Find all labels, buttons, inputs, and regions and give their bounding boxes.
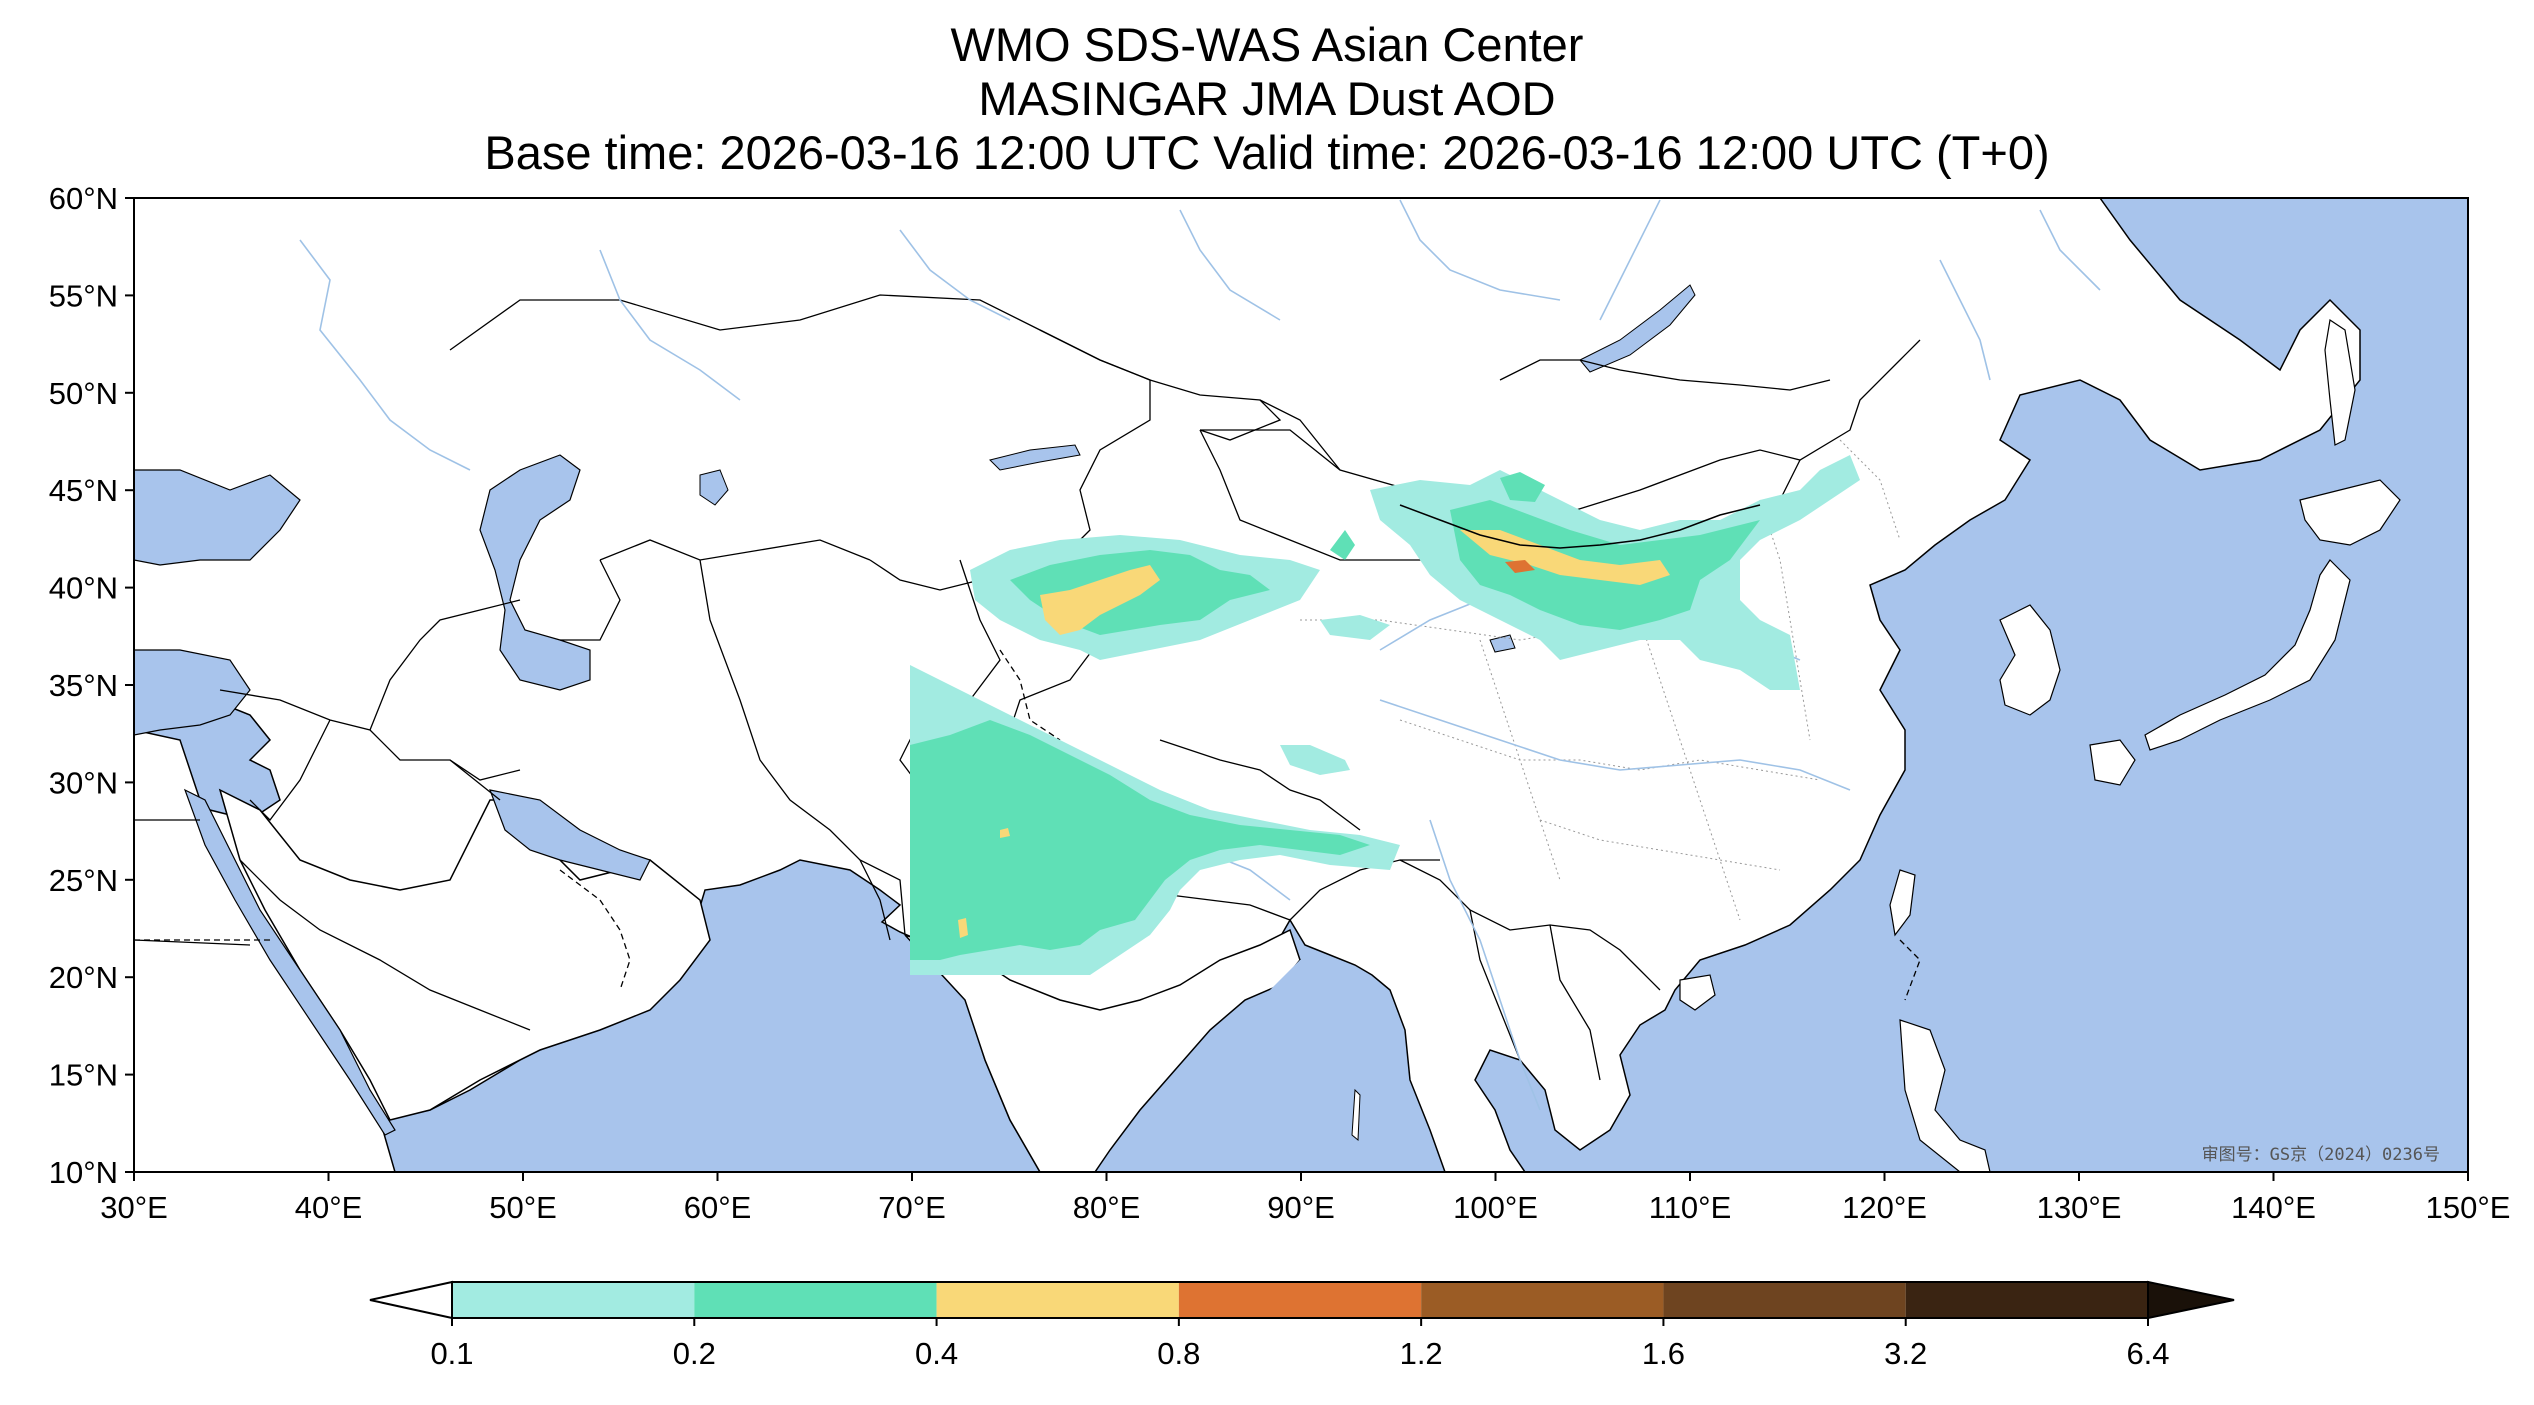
- taiwan-island: [1889, 869, 1916, 937]
- lon-tick-label: 40°E: [295, 1190, 363, 1225]
- colorbar-tick-label: 0.2: [673, 1336, 716, 1371]
- hainan-island: [1679, 974, 1716, 1011]
- chart-title-block: WMO SDS-WAS Asian Center MASINGAR JMA Du…: [0, 18, 2534, 180]
- colorbar-tick-label: 1.2: [1400, 1336, 1443, 1371]
- title-line-3: Base time: 2026-03-16 12:00 UTC Valid ti…: [484, 126, 2050, 179]
- lat-tick-label: 60°N: [49, 181, 118, 216]
- colorbar-tick-label: 3.2: [1884, 1336, 1927, 1371]
- colorbar-segment: [1178, 1282, 1422, 1318]
- longitude-axis: 30°E 40°E 50°E 60°E 70°E 80°E 90°E 100°E 110°E 12…: [100, 1172, 2510, 1225]
- colorbar-segment: [1421, 1282, 1664, 1318]
- colorbar: 0.1 0.2 0.4 0.8 1.2 1.6 3.2 6.4: [369, 1280, 2235, 1371]
- red-sea: [183, 788, 396, 1136]
- lon-tick-label: 100°E: [1453, 1190, 1538, 1225]
- lon-tick-label: 130°E: [2037, 1190, 2122, 1225]
- lon-tick-label: 140°E: [2231, 1190, 2316, 1225]
- colorbar-tick-label: 6.4: [2126, 1336, 2169, 1371]
- lat-tick-label: 25°N: [49, 863, 118, 898]
- map-approval-stamp: 审图号：GS京（2024）0236号: [2202, 1145, 2440, 1165]
- lon-tick-label: 110°E: [1649, 1190, 1732, 1225]
- sri-lanka-andaman: [1351, 1088, 1361, 1142]
- lat-tick-label: 40°N: [49, 571, 118, 606]
- lon-tick-label: 50°E: [489, 1190, 557, 1225]
- japan-kyushu: [2089, 739, 2136, 786]
- colorbar-frame: [451, 1281, 2149, 1319]
- lat-tick-label: 35°N: [49, 668, 118, 703]
- colorbar-extend-low: [369, 1280, 453, 1320]
- lon-tick-label: 90°E: [1267, 1190, 1335, 1225]
- korean-peninsula: [1999, 604, 2061, 716]
- mediterranean-sea: [134, 649, 251, 736]
- colorbar-tick-label: 1.6: [1642, 1336, 1685, 1371]
- landmass-arabia: [218, 788, 711, 1121]
- colorbar-tick-label: 0.8: [1157, 1336, 1200, 1371]
- lat-tick-label: 15°N: [49, 1058, 118, 1093]
- lon-tick-label: 150°E: [2426, 1190, 2511, 1225]
- sakhalin-island: [2324, 318, 2356, 446]
- colorbar-tick-label: 0.4: [915, 1336, 958, 1371]
- japan-honshu: [2144, 559, 2351, 751]
- lat-tick-label: 30°N: [49, 765, 118, 800]
- philippines-luzon: [1899, 1019, 1991, 1172]
- lake-balkhash: [989, 444, 1081, 471]
- map-content: 审图号：GS京（2024）0236号: [134, 198, 2468, 1172]
- lat-tick-label: 10°N: [49, 1155, 118, 1190]
- qinghai-lake: [1489, 634, 1516, 653]
- aod-band-0.8: [1505, 560, 1535, 573]
- disputed-borders: [134, 649, 1921, 1001]
- lat-tick-label: 55°N: [49, 278, 118, 313]
- japan-hokkaido: [2299, 479, 2401, 546]
- colorbar-extend-high: [2147, 1280, 2235, 1320]
- title-line-2: MASINGAR JMA Dust AOD: [978, 72, 1556, 125]
- lon-tick-label: 30°E: [100, 1190, 168, 1225]
- lon-tick-label: 80°E: [1073, 1190, 1141, 1225]
- lon-tick-label: 120°E: [1842, 1190, 1927, 1225]
- lat-tick-label: 20°N: [49, 960, 118, 995]
- colorbar-segment: [452, 1282, 695, 1318]
- lat-tick-label: 45°N: [49, 473, 118, 508]
- border-overlay: [1399, 504, 1761, 549]
- colorbar-tick-label: 0.1: [430, 1336, 473, 1371]
- lat-tick-label: 50°N: [49, 376, 118, 411]
- aral-sea: [699, 469, 729, 506]
- black-sea: [134, 469, 301, 566]
- colorbar-segment: [694, 1282, 937, 1318]
- bay-of-bengal: [1120, 960, 1420, 1172]
- colorbar-segment: [1905, 1282, 2148, 1318]
- colorbar-segment: [1663, 1282, 1906, 1318]
- latitude-axis: 60°N 55°N 50°N 45°N 40°N 35°N 30°N 25°N 20°N 15°N…: [49, 181, 134, 1190]
- title-line-1: WMO SDS-WAS Asian Center: [950, 18, 1584, 71]
- lon-tick-label: 60°E: [684, 1190, 752, 1225]
- persian-gulf: [489, 789, 651, 881]
- colorbar-segment: [936, 1282, 1179, 1318]
- lon-tick-label: 70°E: [878, 1190, 946, 1225]
